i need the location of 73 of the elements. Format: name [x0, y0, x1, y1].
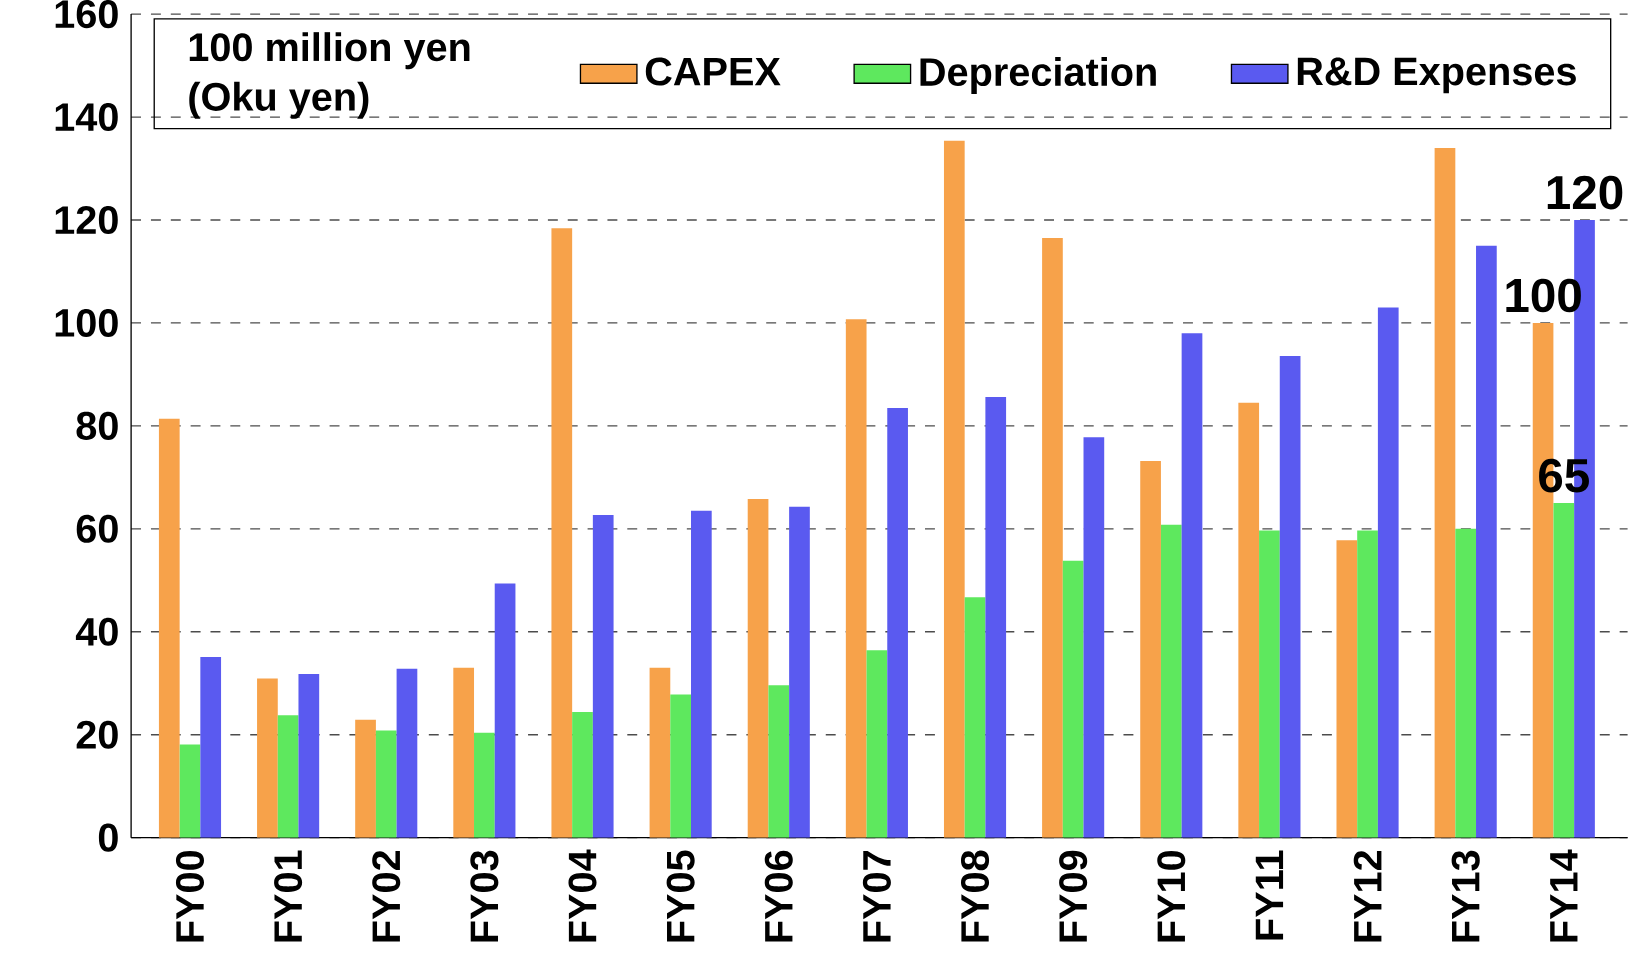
bar [1140, 460, 1161, 838]
data-label: 120 [1547, 175, 1623, 210]
y-tick-label: 40 [75, 617, 118, 646]
x-tick-label: FY01 [274, 850, 303, 942]
bar [1160, 524, 1182, 838]
x-tick-label: FY06 [764, 850, 793, 942]
bar [494, 583, 516, 838]
bar [1062, 560, 1084, 838]
x-tick-label: FY05 [666, 850, 695, 942]
bar [1377, 307, 1399, 838]
x-tick-label: FY04 [568, 849, 597, 942]
y-tick-label: 100 [55, 308, 118, 337]
bar [257, 678, 278, 838]
bar [592, 514, 614, 838]
bar [1357, 530, 1378, 838]
y-tick-label: 140 [55, 102, 118, 132]
x-tick-label: FY07 [862, 851, 891, 942]
bar [298, 673, 320, 838]
bar [1042, 237, 1063, 838]
bar [179, 744, 201, 838]
bar [768, 685, 790, 838]
data-label: 65 [1539, 458, 1589, 493]
bar [1336, 540, 1358, 838]
bar [964, 597, 986, 838]
bar [1083, 437, 1105, 838]
bar [649, 667, 671, 838]
bar [474, 732, 495, 838]
y-tick-label: 0 [98, 823, 118, 852]
bar [1238, 402, 1260, 838]
x-tick-label: FY08 [960, 850, 990, 942]
legend-label: CAPEX [645, 57, 781, 86]
legend-title: 100 million yen (Oku yen) [189, 32, 470, 119]
x-tick-label: FY00 [175, 850, 205, 942]
bar [1279, 355, 1301, 838]
bar [691, 510, 712, 838]
bar [396, 668, 418, 838]
bar [572, 712, 593, 838]
bar [158, 418, 180, 838]
x-tick-label: FY02 [372, 850, 401, 942]
y-tick-label: 120 [55, 205, 118, 234]
legend-label: Depreciation [920, 56, 1156, 94]
bar [1455, 528, 1477, 838]
y-tick-label: 20 [76, 720, 118, 749]
y-tick-label: 160 [55, 0, 118, 29]
bar [1259, 530, 1280, 838]
bar [551, 228, 573, 838]
x-tick-label: FY12 [1353, 850, 1382, 942]
bar [453, 667, 475, 838]
bar [200, 656, 222, 838]
bar [375, 730, 397, 838]
x-tick-label: FY14 [1550, 849, 1578, 942]
x-tick-label: FY11 [1255, 850, 1284, 940]
x-tick-label: FY03 [470, 850, 499, 942]
bar [1553, 503, 1575, 838]
bar [747, 498, 769, 838]
bar [1434, 147, 1456, 838]
y-tick-label: 60 [76, 514, 118, 543]
bar [1476, 245, 1497, 838]
bar [789, 506, 810, 838]
bar [887, 407, 908, 838]
x-tick-label: FY13 [1451, 850, 1480, 942]
bar [985, 397, 1007, 838]
bar [355, 719, 376, 838]
bar [866, 650, 888, 838]
y-tick-label: 80 [76, 411, 118, 440]
bar [845, 319, 867, 838]
bar [1181, 333, 1203, 838]
x-tick-label: FY09 [1059, 850, 1088, 942]
legend-label: R&D Expenses [1297, 57, 1576, 94]
bar [277, 715, 299, 838]
bar [670, 694, 691, 838]
x-tick-label: FY10 [1157, 850, 1186, 942]
bar [943, 140, 965, 838]
